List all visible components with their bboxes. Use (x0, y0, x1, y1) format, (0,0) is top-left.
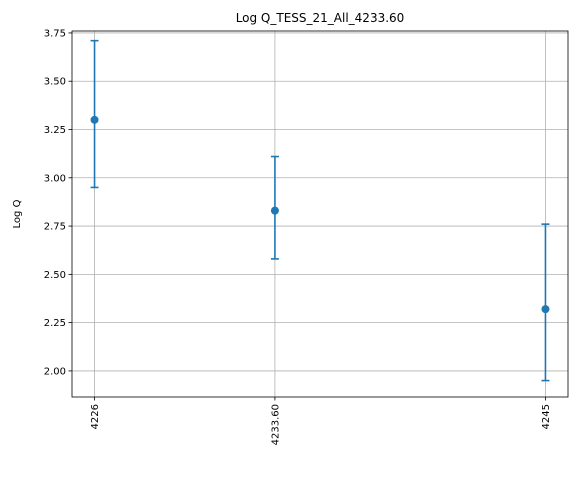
y-axis-label: Log Q (12, 199, 23, 228)
data-points (90, 115, 550, 314)
data-point-1 (270, 206, 279, 215)
y-tick-label-0: 2.00 (44, 366, 66, 377)
y-axis: 2.00 2.25 2.50 2.75 3.00 3.25 3.50 3.75 (44, 28, 72, 377)
y-tick-label-5: 3.25 (44, 125, 66, 136)
y-tick-label-6: 3.50 (44, 77, 66, 88)
x-tick-label-0: 4226 (90, 404, 101, 429)
data-point-0 (90, 115, 99, 124)
x-tick-label-2: 4245 (541, 404, 552, 429)
y-tick-label-4: 3.00 (44, 173, 66, 184)
data-point-2 (541, 305, 550, 314)
y-tick-label-1: 2.25 (44, 318, 66, 329)
error-bars (90, 39, 550, 382)
x-axis: 4226 4233.60 4245 (90, 397, 552, 445)
plot-background (72, 31, 568, 397)
x-tick-label-1: 4233.60 (270, 404, 281, 445)
y-tick-label-3: 2.75 (44, 222, 66, 233)
y-tick-label-2: 2.50 (44, 270, 66, 281)
chart-title: Log Q_TESS_21_All_4233.60 (236, 11, 405, 25)
y-tick-label-7: 3.75 (44, 28, 66, 39)
plot-frame (71, 30, 569, 398)
grid (72, 31, 568, 397)
